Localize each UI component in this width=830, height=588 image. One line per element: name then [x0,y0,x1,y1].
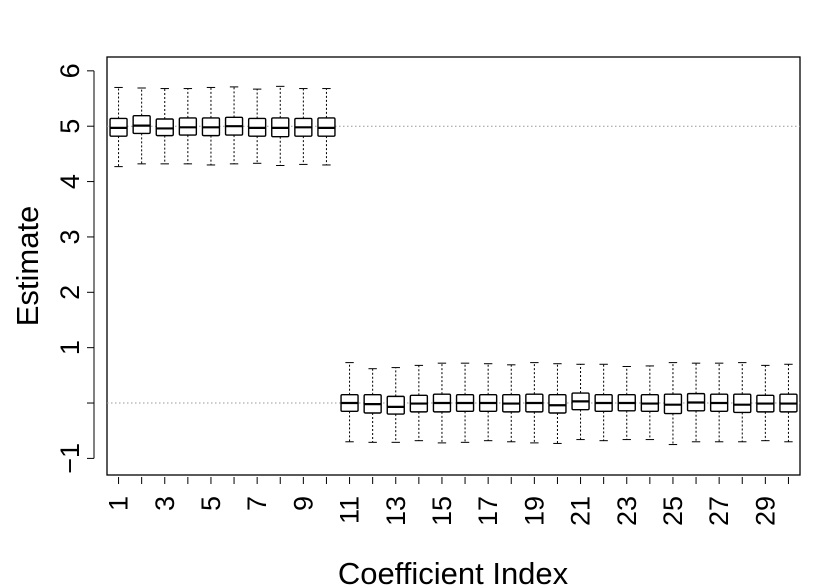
box-rect [548,394,567,414]
box-15 [432,362,452,444]
y-tick-label: 2 [55,285,85,300]
box-10 [317,88,336,166]
x-tick-label: 21 [566,496,596,526]
x-tick-label: 7 [242,496,272,511]
y-tick-label: 4 [55,174,85,189]
x-tick-label: 13 [381,496,411,526]
box-16 [455,362,475,443]
y-axis-label: Estimate [10,206,45,327]
y-tick-label: 5 [55,119,85,134]
box-6 [224,86,244,165]
box-12 [363,368,382,443]
x-tick-label: 5 [196,496,226,511]
box-30 [779,363,798,443]
x-tick-label: 25 [658,496,688,526]
box-14 [409,364,429,442]
x-tick-label: 1 [104,496,134,511]
box-21 [571,363,590,441]
box-4 [178,88,198,165]
box-8 [271,85,290,167]
box-23 [617,365,636,441]
box-rect [132,114,151,135]
x-tick-label: 15 [427,496,457,526]
x-tick-label: 11 [335,496,365,524]
box-rect [733,393,752,414]
box-28 [733,362,752,443]
box-18 [502,364,521,443]
box-5 [201,86,221,166]
x-tick-label: 17 [473,496,503,526]
box-13 [386,367,405,443]
box-1 [109,86,128,168]
box-rect [386,395,405,415]
x-axis-label: Coefficient Index [338,556,569,588]
box-20 [548,363,567,444]
reference-lines [107,125,800,404]
y-tick-label: 3 [55,229,85,244]
x-axis: 1 3 5 7 9 11 13 15 17 19 21 23 25 27 29 [104,477,789,526]
y-tick-label: −1 [55,443,85,474]
box-9 [294,88,313,165]
box-24 [640,365,660,441]
box-11 [340,362,359,443]
box-7 [247,88,267,164]
y-axis: −1 1 2 3 4 5 6 [55,63,95,474]
x-tick-label: 27 [704,496,734,526]
box-29 [756,364,775,442]
y-tick-label: 1 [55,340,85,355]
x-tick-label: 19 [519,496,549,526]
box-2 [132,87,151,165]
boxes-group [109,85,798,446]
x-tick-label: 29 [750,496,780,526]
box-17 [478,363,498,442]
x-tick-label: 3 [150,496,180,511]
box-22 [594,363,613,442]
box-19 [525,362,544,444]
box-27 [709,362,729,443]
box-rect [155,118,174,137]
box-26 [686,362,706,443]
box-25 [663,362,683,446]
box-3 [155,88,174,165]
x-tick-label: 23 [612,496,642,526]
x-tick-label: 9 [288,496,318,511]
plot-frame [106,56,801,476]
y-tick-label: 6 [55,63,85,78]
